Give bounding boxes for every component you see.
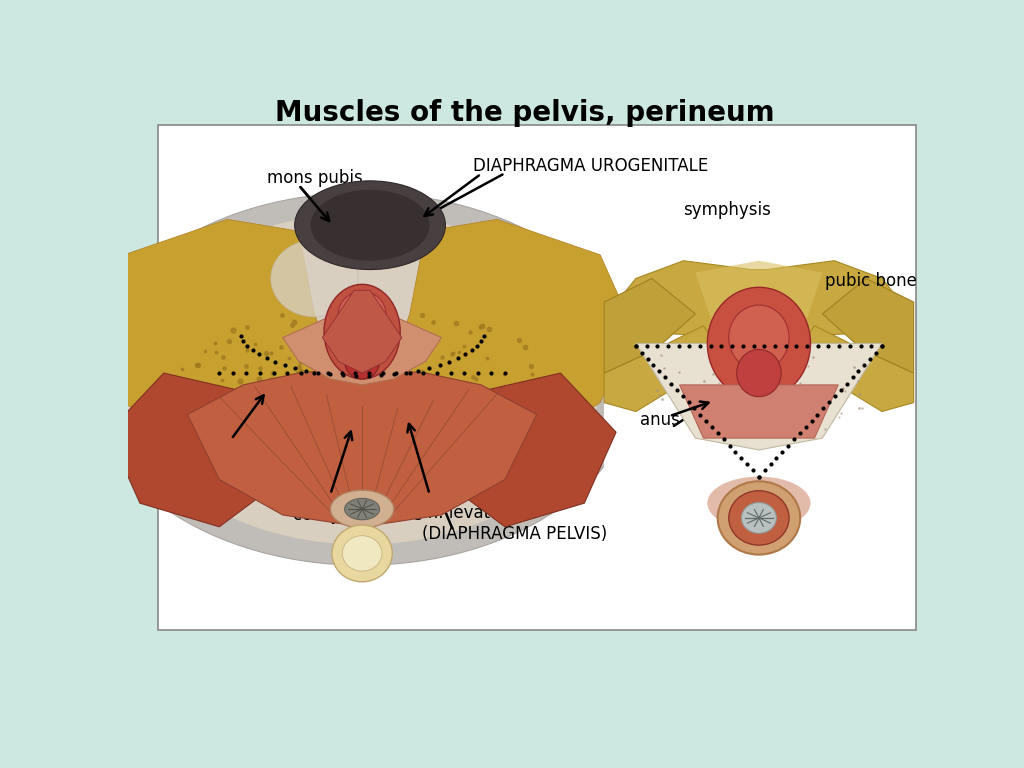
Ellipse shape <box>324 284 400 379</box>
Polygon shape <box>695 260 822 326</box>
Ellipse shape <box>729 491 790 545</box>
Polygon shape <box>604 326 719 412</box>
Text: mons pubis: mons pubis <box>267 169 362 187</box>
Text: anus: anus <box>640 412 680 429</box>
Ellipse shape <box>708 287 811 399</box>
Polygon shape <box>799 326 913 412</box>
Text: pubic bone: pubic bone <box>824 273 916 290</box>
Polygon shape <box>109 373 299 527</box>
Polygon shape <box>822 279 913 373</box>
Ellipse shape <box>718 482 800 554</box>
Polygon shape <box>680 385 839 438</box>
Ellipse shape <box>345 343 380 379</box>
Ellipse shape <box>708 476 811 530</box>
Polygon shape <box>636 343 882 450</box>
Text: m. levator ani
(DIAPHRAGMA PELVIS): m. levator ani (DIAPHRAGMA PELVIS) <box>422 505 607 543</box>
Polygon shape <box>283 302 441 385</box>
Ellipse shape <box>270 240 358 317</box>
Text: coccygeal bone: coccygeal bone <box>293 506 423 524</box>
Polygon shape <box>612 260 905 340</box>
Polygon shape <box>378 220 632 492</box>
Polygon shape <box>187 367 537 527</box>
Text: DIAPHRAGMA UROGENITALE: DIAPHRAGMA UROGENITALE <box>473 157 709 175</box>
Ellipse shape <box>736 349 781 397</box>
Ellipse shape <box>295 181 445 270</box>
Polygon shape <box>323 290 401 373</box>
Polygon shape <box>92 220 346 492</box>
Ellipse shape <box>729 305 790 370</box>
Polygon shape <box>426 373 616 527</box>
Ellipse shape <box>331 490 394 528</box>
Ellipse shape <box>124 214 600 545</box>
Ellipse shape <box>310 190 430 260</box>
Ellipse shape <box>342 536 382 571</box>
Ellipse shape <box>741 502 776 533</box>
Ellipse shape <box>338 291 386 336</box>
Text: m. gluteus maximus: m. gluteus maximus <box>177 450 347 468</box>
Polygon shape <box>604 279 695 373</box>
Ellipse shape <box>332 525 392 582</box>
Bar <box>604 293 913 601</box>
Ellipse shape <box>88 193 636 565</box>
Text: symphysis: symphysis <box>684 201 771 220</box>
Ellipse shape <box>345 498 380 520</box>
FancyBboxPatch shape <box>158 124 916 631</box>
Text: Muscles of the pelvis, perineum: Muscles of the pelvis, perineum <box>275 99 774 127</box>
